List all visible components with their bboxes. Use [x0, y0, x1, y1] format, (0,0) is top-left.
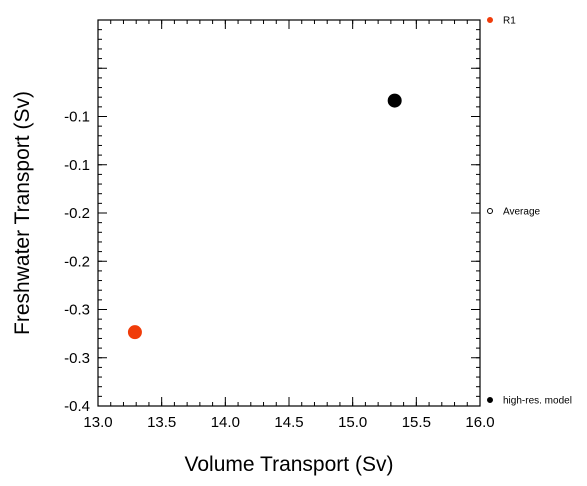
x-tick-label: 13.0	[83, 414, 112, 431]
y-tick-label: -0.1	[64, 109, 90, 126]
legend-marker	[487, 397, 493, 403]
y-tick-label: -0.4	[64, 398, 90, 415]
x-axis-title: Volume Transport (Sv)	[185, 453, 394, 476]
legend-marker	[487, 208, 493, 214]
legend-marker	[487, 17, 493, 23]
y-tick-label: -0.1	[64, 157, 90, 174]
data-point	[127, 325, 142, 340]
y-tick-label: -0.2	[64, 253, 90, 270]
x-tick-label: 15.0	[338, 414, 367, 431]
x-tick-label: 14.5	[274, 414, 303, 431]
x-tick-label: 13.5	[147, 414, 176, 431]
y-tick-label: -0.3	[64, 302, 90, 319]
legend: R1 Average high-res. model	[487, 16, 572, 407]
plot-frame	[97, 19, 481, 407]
data-points	[127, 93, 402, 340]
x-tick-label: 14.0	[211, 414, 240, 431]
data-point	[387, 93, 402, 108]
legend-label: high-res. model	[503, 396, 572, 407]
x-axis-ticks: 13.0 13.5 14.0 14.5 15.0 15.5 16.0	[83, 20, 495, 431]
y-axis-title: Freshwater Transport (Sv)	[11, 91, 34, 335]
legend-label: R1	[503, 16, 516, 27]
x-tick-label: 15.5	[402, 414, 431, 431]
x-tick-label: 16.0	[465, 414, 494, 431]
y-tick-label: -0.2	[64, 205, 90, 222]
legend-label: Average	[503, 207, 541, 218]
y-tick-label: -0.3	[64, 350, 90, 367]
y-axis-ticks: -0.4 -0.3 -0.3 -0.2 -0.2 -0.1 -0.1	[64, 19, 480, 415]
